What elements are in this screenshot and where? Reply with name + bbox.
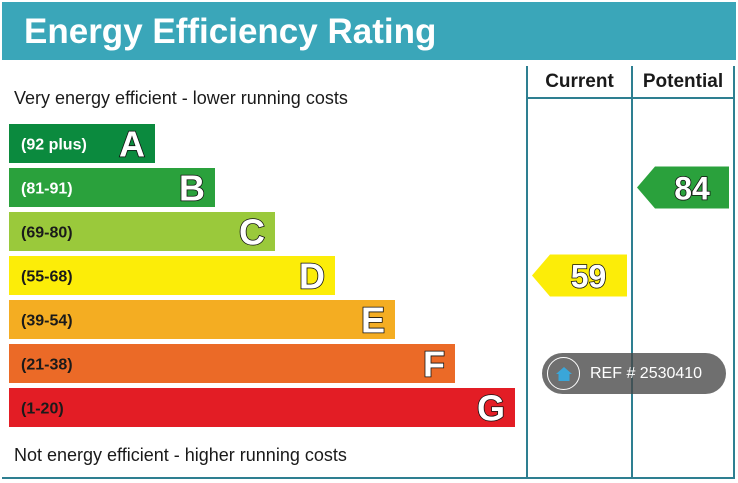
- ref-text: REF # 2530410: [590, 365, 703, 382]
- ref-watermark: REF # 2530410: [542, 353, 726, 394]
- band-range-g: (1-20): [21, 401, 64, 418]
- band-range-b: (81-91): [21, 181, 73, 198]
- divider-middle: [631, 66, 633, 479]
- band-e: [9, 300, 395, 339]
- band-letter-c: C: [239, 212, 265, 253]
- band-a: [9, 124, 155, 163]
- home-icon: [547, 357, 580, 390]
- band-range-f: (21-38): [21, 357, 73, 374]
- band-d: [9, 256, 335, 295]
- band-range-c: (69-80): [21, 225, 73, 242]
- band-f: [9, 344, 455, 383]
- band-letter-f: F: [423, 344, 445, 385]
- caption-top: Very energy efficient - lower running co…: [14, 88, 348, 108]
- band-letter-e: E: [361, 300, 385, 341]
- caption-bottom: Not energy efficient - higher running co…: [14, 445, 347, 465]
- band-range-e: (39-54): [21, 313, 73, 330]
- band-letter-b: B: [179, 168, 205, 209]
- current-rating-value: 59: [571, 259, 607, 295]
- column-header-current: Current: [545, 71, 614, 92]
- band-g: [9, 388, 515, 427]
- divider-left: [526, 66, 528, 479]
- band-letter-g: G: [477, 388, 505, 429]
- band-c: [9, 212, 275, 251]
- band-letter-a: A: [119, 124, 145, 165]
- bottom-border: [2, 477, 735, 479]
- band-range-a: (92 plus): [21, 137, 87, 154]
- column-header-potential: Potential: [642, 71, 724, 92]
- header-row-divider: [526, 97, 735, 99]
- potential-rating-value: 84: [674, 171, 710, 207]
- band-range-d: (55-68): [21, 269, 73, 286]
- header-bar: Energy Efficiency Rating: [2, 2, 736, 60]
- potential-rating-arrow: [637, 166, 729, 209]
- band-letter-d: D: [299, 256, 325, 297]
- band-b: [9, 168, 215, 207]
- chart-title: Energy Efficiency Rating: [24, 12, 437, 51]
- current-rating-arrow: [532, 254, 627, 297]
- divider-right: [733, 66, 735, 479]
